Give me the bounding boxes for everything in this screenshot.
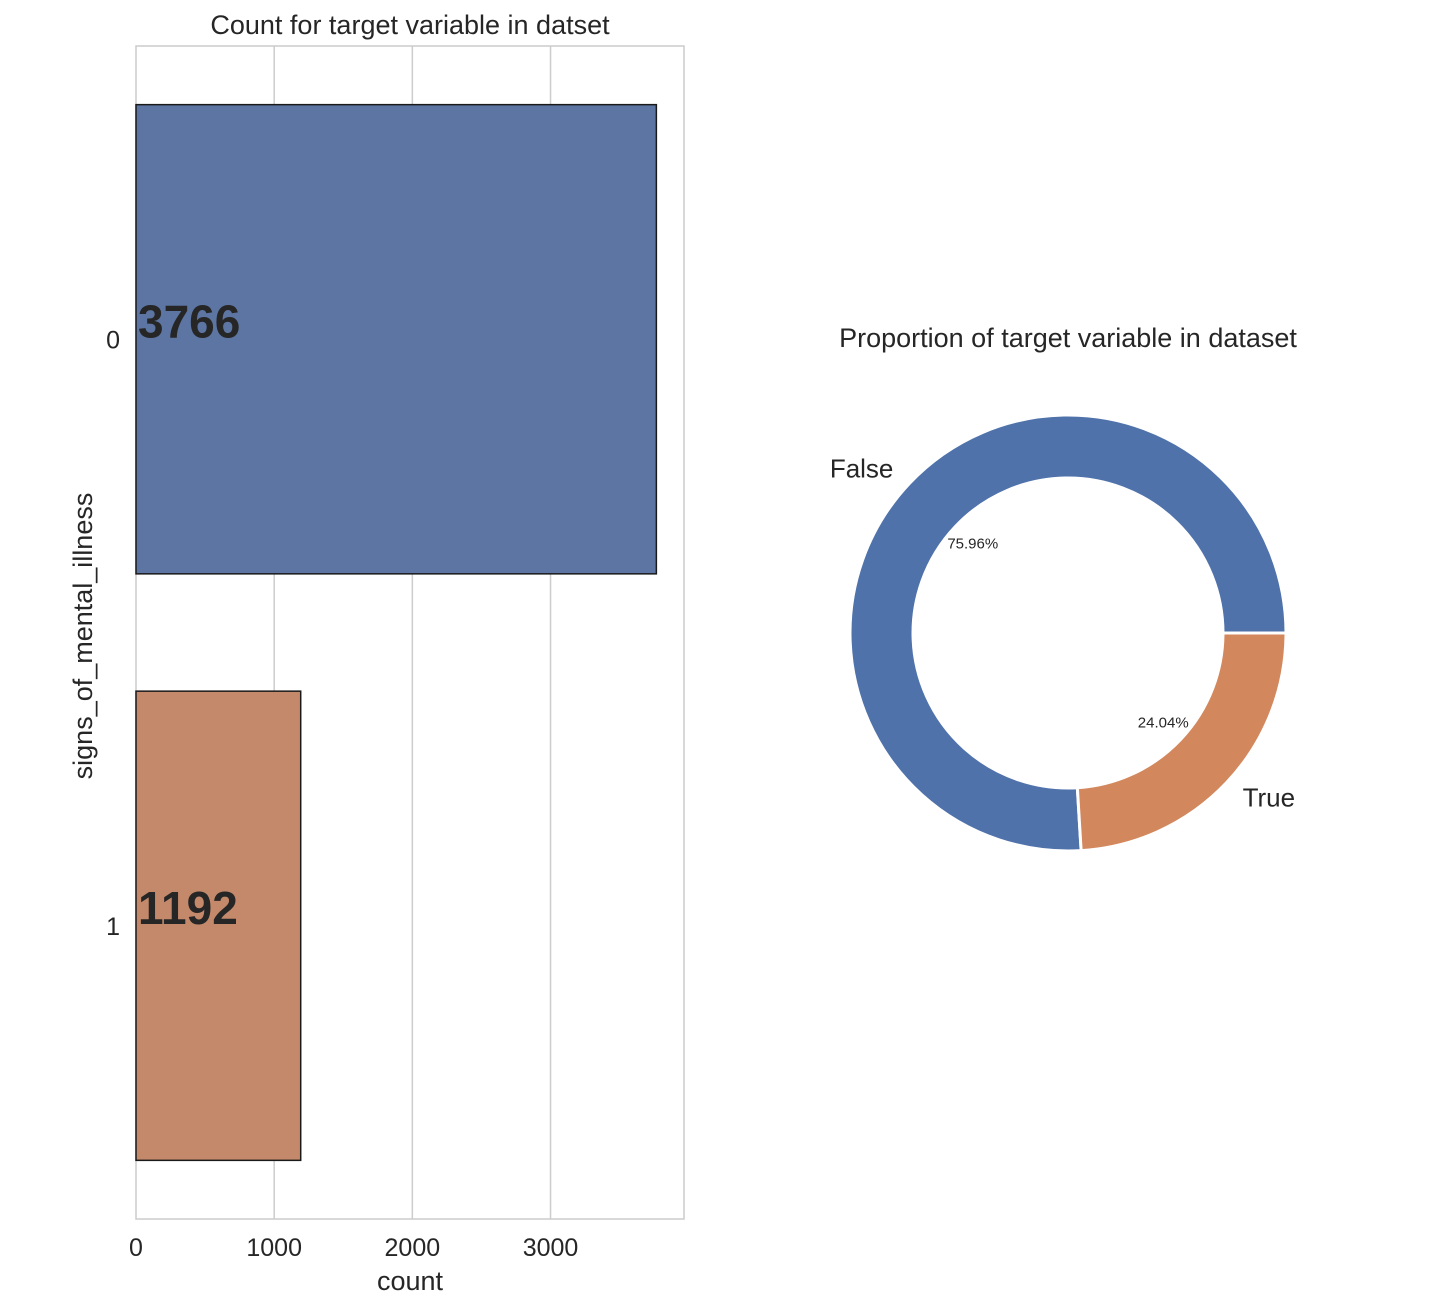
x-tick-label: 1000 (246, 1234, 302, 1262)
bar-chart-title: Count for target variable in datset (210, 10, 610, 40)
donut-slice-false (848, 413, 1288, 853)
bar-value-label: 3766 (138, 296, 240, 348)
y-tick-label: 0 (106, 326, 120, 354)
donut-chart-title: Proportion of target variable in dataset (839, 323, 1297, 353)
bar-1 (135, 690, 302, 1162)
donut-slice-label: True (1243, 782, 1296, 812)
donut-slice-true (1075, 631, 1288, 853)
bar-value-label: 1192 (138, 882, 238, 934)
donut-chart: Proportion of target variable in dataset… (830, 323, 1297, 853)
bar-x-axis-label: count (377, 1266, 444, 1296)
donut-slice-labels: False True (830, 454, 1295, 813)
donut-slices (848, 413, 1288, 853)
donut-slice-label: False (830, 454, 894, 484)
y-tick-label: 1 (106, 913, 120, 941)
donut-percent-label: 24.04% (1138, 715, 1189, 732)
x-tick-label: 0 (129, 1234, 143, 1262)
bar-y-axis-label: signs_of_mental_illness (68, 493, 98, 780)
x-tick-label: 3000 (523, 1234, 579, 1262)
donut-percent-labels: 75.96% 24.04% (947, 535, 1188, 731)
bar-y-tick-labels: 01 (106, 326, 120, 941)
bar-x-tick-labels: 0 1000 2000 3000 (129, 1234, 578, 1262)
donut-percent-label: 75.96% (947, 535, 998, 552)
bar-value-labels: 3766 1192 (138, 296, 240, 935)
bar-0 (135, 103, 658, 575)
x-tick-label: 2000 (385, 1234, 441, 1262)
bar-marks (135, 103, 658, 1162)
